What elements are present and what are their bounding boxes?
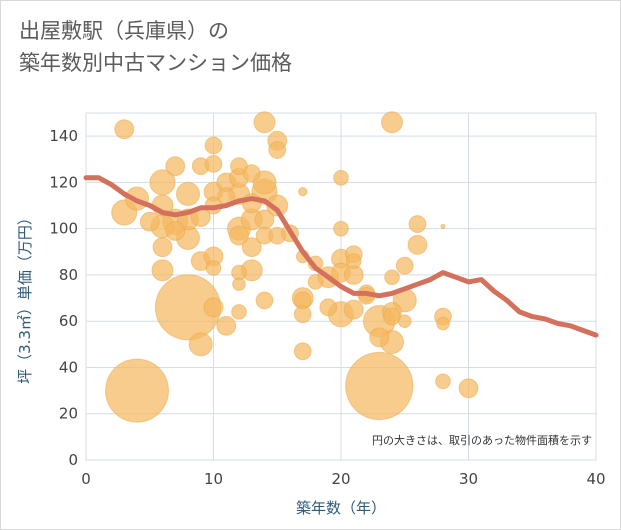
bubble-point <box>188 332 213 357</box>
x-tick-label: 30 <box>459 470 478 488</box>
bubble-point <box>231 304 247 320</box>
bubble-point <box>216 315 237 336</box>
x-tick-label: 0 <box>81 470 91 488</box>
bubble-point <box>205 260 222 276</box>
bubble-point <box>165 221 186 241</box>
bubble-point <box>408 215 427 233</box>
bubble-point <box>343 299 364 320</box>
bubble-point <box>369 327 390 348</box>
bubble-point <box>381 111 403 134</box>
x-tick-label: 10 <box>204 470 223 488</box>
y-tick-label: 0 <box>68 451 78 469</box>
bubble-point <box>165 156 186 177</box>
bubble-point <box>204 136 223 155</box>
bubble-point <box>383 307 401 326</box>
bubble-point <box>268 141 287 159</box>
bubble-point <box>397 314 412 329</box>
bubble-point <box>232 277 246 291</box>
y-tick-label: 20 <box>59 405 78 423</box>
y-tick-label: 40 <box>59 358 78 376</box>
bubble-point <box>114 119 135 140</box>
bubble-point <box>229 225 249 246</box>
bubble-point <box>242 164 261 183</box>
bubble-point <box>345 351 414 421</box>
bubble-point <box>151 259 174 282</box>
bubble-point <box>241 237 262 258</box>
chart-title: 出屋敷駅（兵庫県）の 築年数別中古マンション価格 <box>19 15 292 79</box>
y-tick-label: 120 <box>49 173 78 191</box>
bubble-point <box>152 237 173 258</box>
bubble-point <box>395 256 414 275</box>
y-tick-label: 140 <box>49 127 78 145</box>
x-tick-label: 20 <box>331 470 350 488</box>
bubble-point <box>204 154 223 173</box>
bubble-point <box>105 358 169 423</box>
bubble-point <box>293 305 312 324</box>
axis-ticks: 0 10 20 30 40 0 20 40 60 80 100 120 140 <box>49 127 605 488</box>
bubble-point <box>345 253 362 269</box>
bubble-point <box>298 186 308 197</box>
bubble-point <box>255 291 274 310</box>
bubble-point <box>333 169 349 186</box>
plot-border <box>85 112 597 461</box>
bubble-point <box>307 274 324 290</box>
bubble-point <box>293 342 312 361</box>
bubble-point <box>435 373 451 390</box>
y-tick-label: 100 <box>49 220 78 238</box>
y-tick-label: 80 <box>59 266 78 284</box>
bubble-point <box>436 316 450 331</box>
bubble-point <box>407 234 428 255</box>
bubble-point <box>458 378 479 399</box>
y-tick-label: 60 <box>59 312 78 330</box>
bubble-series <box>105 111 479 423</box>
bubble-point <box>254 209 275 230</box>
bubble-point <box>253 111 276 134</box>
trend-line <box>83 175 599 338</box>
x-tick-label: 40 <box>586 470 605 488</box>
y-axis-label: 坪（3.3㎡）単価（万円） <box>16 210 34 384</box>
bubble-point <box>384 269 400 286</box>
bubble-point <box>333 220 349 237</box>
size-note: 円の大きさは、取引のあった物件面積を示す <box>372 433 592 447</box>
bubble-point <box>440 223 446 229</box>
bubble-point <box>175 181 201 207</box>
bubble-point <box>319 298 338 317</box>
bubble-point <box>203 297 224 318</box>
x-axis-label: 築年数（年） <box>296 499 386 517</box>
chart-title-line-2: 築年数別中古マンション価格 <box>19 51 292 75</box>
chart-title-line-1: 出屋敷駅（兵庫県）の <box>19 19 229 43</box>
bubble-point <box>139 211 160 232</box>
